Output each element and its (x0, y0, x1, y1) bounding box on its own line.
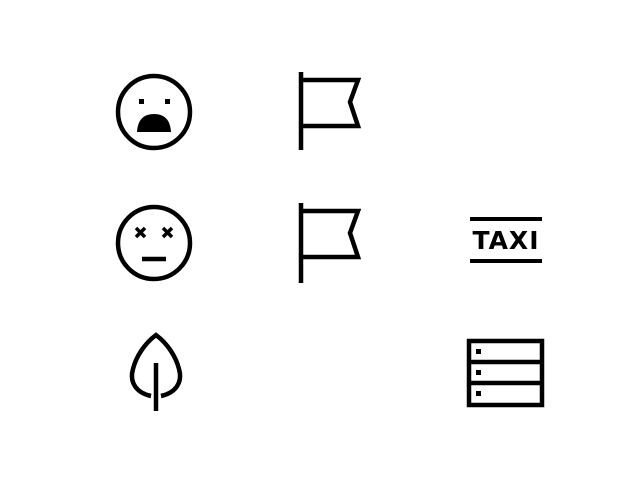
shocked-face-icon (104, 62, 204, 162)
server-rack-icon (454, 322, 554, 422)
leaf-icon (104, 325, 204, 425)
flag-icon (280, 193, 380, 293)
dead-face-icon (104, 193, 204, 293)
taxi-label: TAXI (472, 226, 539, 255)
server-led (476, 391, 481, 396)
flag-icon (280, 62, 380, 162)
taxi-sign-icon: TAXI (456, 190, 556, 290)
server-led (476, 349, 481, 354)
server-led (476, 370, 481, 375)
